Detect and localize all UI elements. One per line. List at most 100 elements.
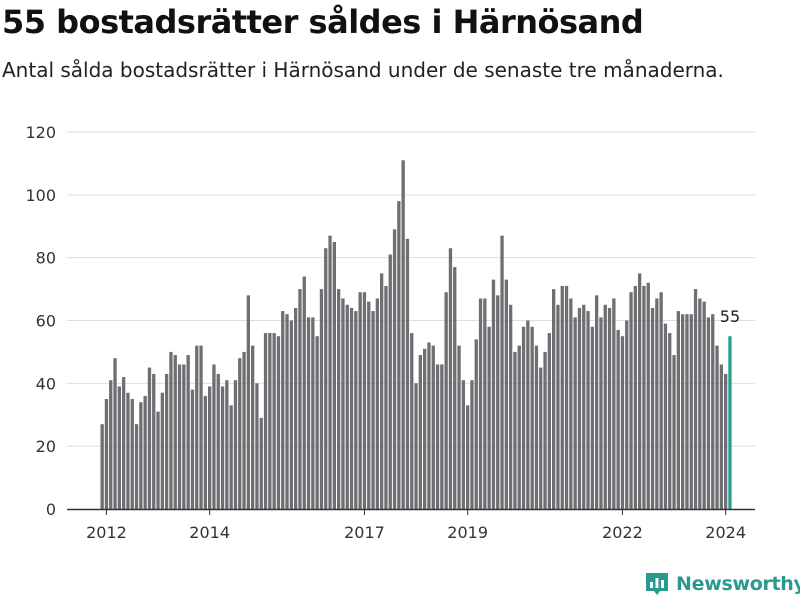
bar: [100, 424, 104, 509]
bar: [212, 364, 216, 509]
bar: [147, 367, 152, 509]
bar: [281, 311, 285, 509]
bar: [337, 289, 341, 509]
bar: [117, 386, 121, 509]
bar: [109, 380, 113, 509]
bar: [319, 289, 324, 509]
bar: [233, 380, 238, 509]
bar: [603, 304, 607, 509]
bar: [225, 380, 229, 509]
bar: [607, 307, 612, 509]
bar: [268, 333, 272, 509]
bar: [238, 358, 242, 509]
bar: [276, 336, 281, 509]
bar: [306, 317, 311, 509]
bar: [358, 292, 362, 509]
bar: [513, 351, 517, 509]
highlight-bar: [728, 336, 732, 509]
bar: [315, 336, 319, 509]
bar: [629, 292, 633, 509]
y-tick-label: 80: [36, 249, 56, 268]
bar: [414, 383, 418, 509]
chart-subtitle: Antal sålda bostadsrätter i Härnösand un…: [2, 58, 724, 82]
bar: [650, 307, 655, 509]
bar: [302, 276, 306, 509]
bar: [504, 279, 508, 509]
bar: [122, 377, 126, 509]
bar: [332, 241, 336, 510]
bar: [663, 323, 668, 509]
bar: [461, 380, 465, 509]
bar: [104, 399, 109, 509]
bar: [440, 364, 444, 509]
bar: [573, 317, 577, 509]
bar: [263, 333, 268, 509]
y-tick-label: 120: [25, 123, 56, 142]
x-tick-label: 2024: [705, 523, 746, 542]
bar: [169, 351, 173, 509]
bar: [539, 367, 543, 509]
y-tick-label: 60: [36, 312, 56, 331]
bar: [620, 336, 625, 509]
bar: [625, 320, 629, 509]
bar: [655, 298, 659, 509]
bar: [474, 339, 478, 509]
y-tick-label: 100: [25, 186, 56, 205]
y-axis-ticks: 0 20 40 60 80 100 120: [25, 123, 56, 519]
bar: [375, 298, 379, 509]
highlight-value-label: 55: [720, 307, 740, 326]
y-tick-label: 20: [36, 437, 56, 456]
bar: [113, 358, 117, 509]
bar: [552, 289, 556, 509]
bar: [642, 285, 646, 509]
bar: [457, 345, 461, 509]
bar: [681, 314, 685, 509]
x-tick-label: 2012: [86, 523, 127, 542]
bar: [294, 307, 298, 509]
bar: [388, 254, 392, 509]
bar: [285, 314, 289, 509]
bar: [182, 364, 186, 509]
bar: [362, 292, 367, 509]
bar: [590, 326, 594, 509]
bar: [311, 317, 315, 509]
bar: [324, 248, 328, 509]
x-tick-label: 2019: [447, 523, 488, 542]
bar: [349, 307, 354, 509]
bar: [195, 345, 199, 509]
bar-chart-logo-icon: [646, 573, 668, 595]
bar: [203, 395, 207, 509]
bar: [702, 301, 706, 509]
bar: [384, 285, 388, 509]
bar: [134, 424, 139, 509]
bar: [371, 311, 375, 509]
bar: [405, 238, 410, 510]
bar: [341, 298, 345, 509]
newsworthy-logo: Newsworthy: [644, 568, 800, 600]
bar: [483, 298, 487, 509]
bar: [470, 380, 474, 509]
bar: [672, 355, 676, 509]
bar: [526, 320, 530, 509]
chart-title: 55 bostadsrätter såldes i Härnösand: [2, 3, 644, 41]
bar: [173, 355, 177, 509]
bar: [487, 326, 491, 509]
bar: [448, 248, 453, 509]
bar: [491, 279, 496, 509]
bar: [556, 304, 560, 509]
x-tick-label: 2017: [344, 523, 385, 542]
bar: [719, 364, 723, 509]
bar: [272, 333, 276, 509]
bar: [560, 285, 564, 509]
bar: [199, 345, 203, 509]
bar: [246, 295, 250, 509]
bar: [724, 373, 728, 509]
bar: [706, 317, 711, 509]
bar: [380, 273, 384, 509]
bar: [547, 333, 551, 509]
bar: [208, 386, 212, 509]
bar: [668, 333, 672, 509]
bar: [427, 342, 431, 509]
bar: [160, 392, 164, 509]
y-tick-label: 40: [36, 374, 56, 393]
